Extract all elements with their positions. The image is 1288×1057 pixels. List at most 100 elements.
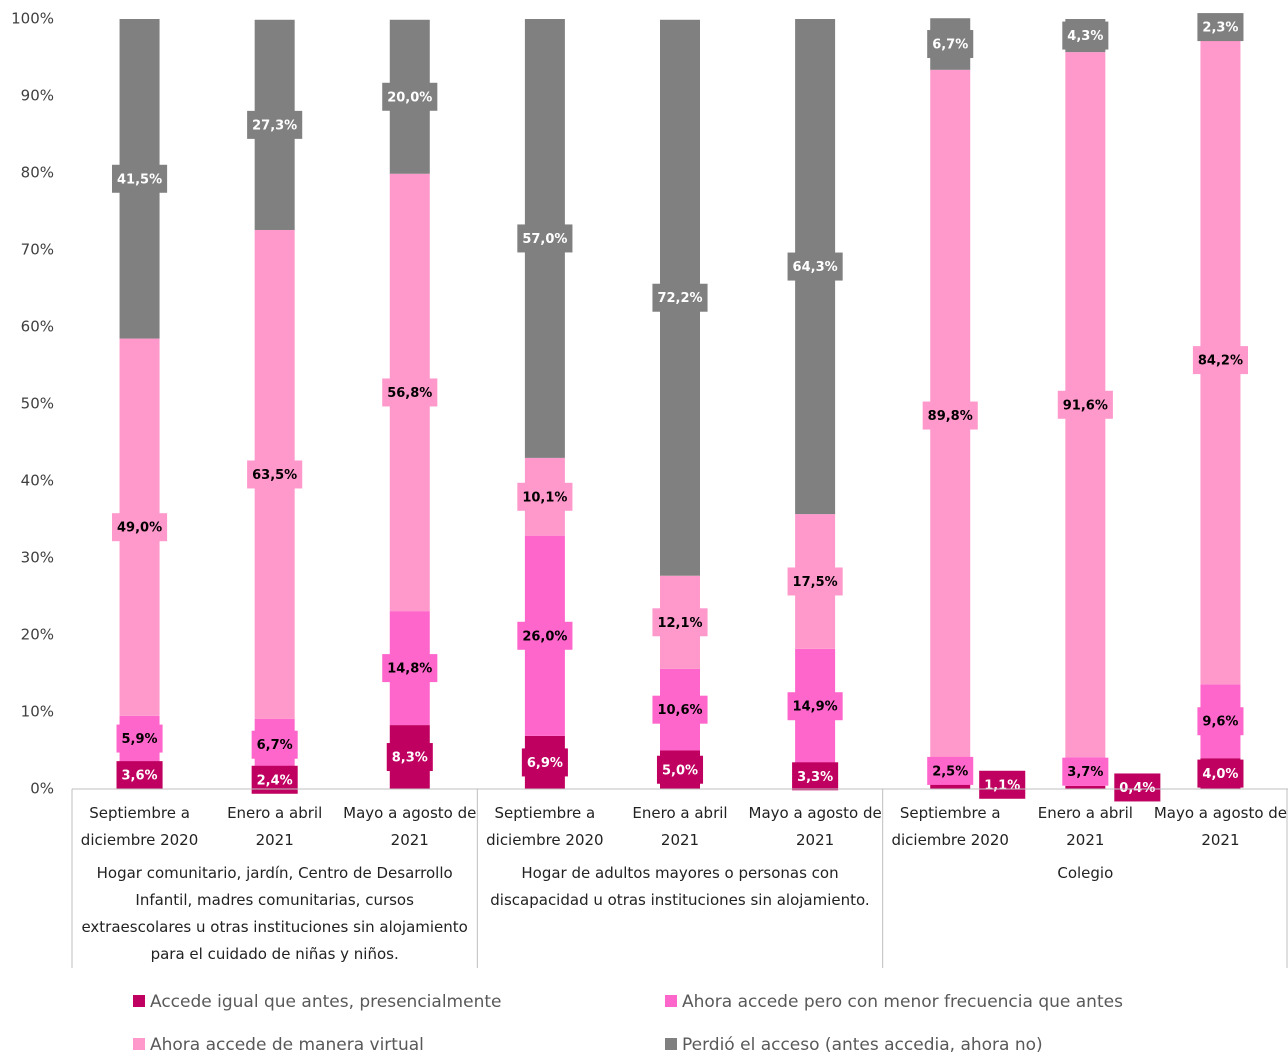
value-label-box: [652, 283, 708, 312]
value-label: 1,1%: [979, 770, 1026, 799]
value-label-text: 3,7%: [1067, 765, 1103, 780]
y-tick-label: 60%: [21, 318, 54, 336]
legend-label: Ahora accede de manera virtual: [150, 1035, 424, 1055]
value-label: 72,2%: [652, 283, 708, 312]
value-label: 84,2%: [1192, 346, 1248, 375]
value-label-text: 20,0%: [387, 90, 432, 105]
value-label: 6,7%: [251, 730, 298, 759]
value-label-text: 17,5%: [793, 575, 838, 590]
value-label-text: 10,1%: [522, 490, 567, 505]
value-label-text: 56,8%: [387, 386, 432, 401]
value-label: 9,6%: [1197, 707, 1244, 736]
value-label-box: [922, 401, 978, 430]
value-label-box: [1197, 13, 1244, 42]
legend-swatch: [665, 995, 677, 1007]
value-label: 89,8%: [922, 401, 978, 430]
value-label-text: 72,2%: [657, 291, 702, 306]
value-label: 26,0%: [517, 621, 573, 650]
legend-item: Ahora accede pero con menor frecuencia q…: [665, 992, 1123, 1012]
value-label-box: [382, 378, 438, 407]
legend-swatch: [665, 1038, 677, 1050]
value-label-text: 5,0%: [662, 763, 698, 778]
bar-segment: [1065, 785, 1106, 789]
value-label-text: 6,7%: [257, 738, 293, 753]
value-label-text: 4,3%: [1067, 29, 1103, 44]
y-tick-label: 90%: [21, 87, 54, 105]
x-tick-label: Mayo a agosto de 2021: [343, 804, 477, 849]
value-label-box: [927, 30, 974, 59]
value-label-box: [1192, 346, 1248, 375]
value-label-box: [1062, 757, 1109, 786]
value-label-box: [517, 621, 573, 650]
value-label: 10,6%: [652, 695, 708, 724]
value-label: 27,3%: [247, 110, 303, 139]
value-label: 4,0%: [1197, 759, 1244, 788]
value-label-box: [652, 695, 708, 724]
value-label-box: [247, 110, 303, 139]
x-tick-label: Septiembre a diciembre 2020: [486, 804, 604, 849]
value-label: 6,7%: [927, 30, 974, 59]
value-label-box: [656, 755, 704, 784]
value-label-box: [116, 761, 163, 790]
value-label: 8,3%: [386, 743, 433, 772]
value-label-box: [787, 252, 843, 281]
value-label: 17,5%: [787, 567, 843, 596]
legend-item: Accede igual que antes, presencialmente: [133, 992, 501, 1012]
value-label: 4,3%: [1062, 21, 1109, 50]
legend-label: Ahora accede pero con menor frecuencia q…: [682, 992, 1123, 1012]
value-label-text: 84,2%: [1198, 354, 1243, 369]
value-label: 3,7%: [1062, 757, 1109, 786]
value-label: 41,5%: [112, 164, 168, 193]
value-label: 5,9%: [116, 724, 163, 753]
value-label-box: [927, 756, 974, 785]
value-label-text: 63,5%: [252, 468, 297, 483]
value-label: 64,3%: [787, 252, 843, 281]
value-label-box: [1062, 21, 1109, 50]
x-tick-label: Enero a abril 2021: [227, 804, 323, 849]
value-label-text: 1,1%: [984, 778, 1020, 793]
legend-swatch: [133, 995, 145, 1007]
x-tick-label: Mayo a agosto de 2021: [748, 804, 882, 849]
value-label: 14,8%: [382, 654, 438, 683]
value-label-box: [787, 692, 843, 721]
value-label-box: [247, 460, 303, 489]
value-label-text: 6,7%: [932, 38, 968, 53]
value-label-box: [1197, 759, 1244, 788]
x-tick-label: Enero a abril 2021: [632, 804, 728, 849]
value-label-box: [792, 762, 839, 791]
value-label-text: 3,6%: [122, 769, 158, 784]
value-label-text: 89,8%: [928, 409, 973, 424]
y-tick-label: 30%: [21, 549, 54, 567]
value-label-box: [652, 608, 708, 637]
y-tick-label: 0%: [30, 780, 54, 798]
value-label-box: [517, 224, 573, 253]
legend-item: Perdió el acceso (antes accedia, ahora n…: [665, 1035, 1043, 1055]
value-label-text: 6,9%: [527, 756, 563, 771]
value-label-text: 41,5%: [117, 172, 162, 187]
value-label: 20,0%: [382, 82, 438, 111]
value-label-text: 2,3%: [1202, 21, 1238, 36]
value-label-text: 57,0%: [522, 232, 567, 247]
value-label: 63,5%: [247, 460, 303, 489]
value-label-box: [382, 654, 438, 683]
value-label-text: 3,3%: [797, 770, 833, 785]
legend-label: Perdió el acceso (antes accedia, ahora n…: [682, 1035, 1043, 1055]
value-label-text: 2,5%: [932, 764, 968, 779]
x-tick-label: Septiembre a diciembre 2020: [80, 804, 199, 849]
y-tick-label: 100%: [11, 10, 54, 28]
value-label-text: 5,9%: [122, 732, 158, 747]
value-label-box: [112, 513, 168, 542]
group-label: Hogar de adultos mayores o personas con …: [490, 864, 870, 909]
value-label: 57,0%: [517, 224, 573, 253]
y-tick-label: 40%: [21, 472, 54, 490]
value-label: 10,1%: [517, 482, 573, 511]
x-tick-label: Mayo a agosto de 2021: [1153, 804, 1288, 849]
value-label-text: 8,3%: [392, 751, 428, 766]
x-tick-label: Septiembre a diciembre 2020: [891, 804, 1009, 849]
value-label-box: [382, 82, 438, 111]
value-label: 3,3%: [792, 762, 839, 791]
value-label-box: [386, 743, 433, 772]
x-tick-label: Enero a abril 2021: [1037, 804, 1133, 849]
